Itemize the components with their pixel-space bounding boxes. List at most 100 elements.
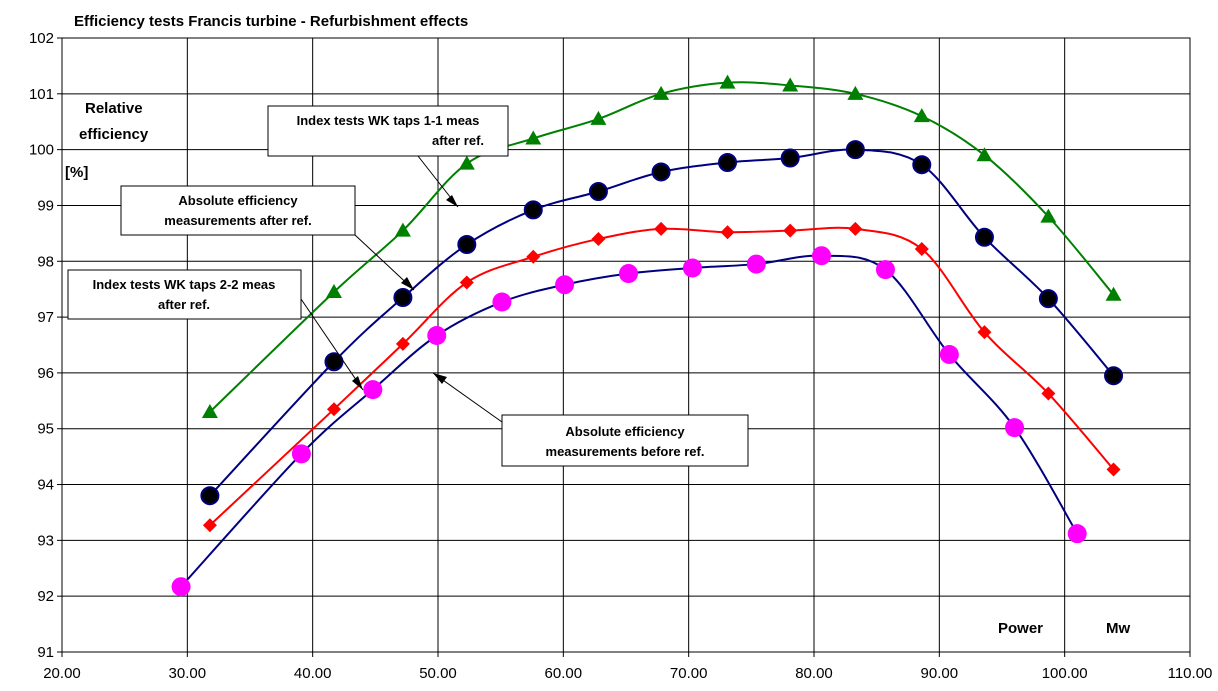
data-point [812,246,832,266]
data-point [1104,366,1124,386]
annotation-box [67,269,302,320]
data-point [427,326,447,346]
x-tick-label: 60.00 [545,665,583,682]
y-tick-label: 102 [29,30,54,47]
data-point [976,147,993,162]
series-green [201,74,1122,418]
annotation-arrowhead [433,373,447,384]
annotation-text-line-2: measurements after ref. [164,213,311,228]
data-point [654,221,669,236]
x-tick-label: 40.00 [294,665,332,682]
annotation-taps-2-2: Index tests WK taps 2-2 meas after ref. [67,269,364,391]
annotation-text-line-2: measurements before ref. [546,444,705,459]
y-tick-label: 101 [29,86,54,103]
series-red [202,221,1121,533]
annotation-text-line-1: Absolute efficiency [565,424,685,439]
chart-title: Efficiency tests Francis turbine - Refur… [74,13,468,30]
data-point [525,130,542,145]
x-tick-label: 80.00 [795,665,833,682]
data-point [619,264,639,284]
annotation-taps-1-1: Index tests WK taps 1-1 meas after ref. [267,105,509,208]
series [171,74,1124,597]
data-point [590,110,607,125]
data-point [459,275,474,290]
data-point [682,258,702,278]
data-point [1040,208,1057,223]
y-tick-label: 93 [37,532,54,549]
data-point [324,352,344,372]
data-point [394,222,411,237]
data-point [200,486,220,506]
y-tick-label: 91 [37,644,54,661]
annotation-text-line-1: Absolute efficiency [178,193,298,208]
annotation-arrow [432,372,503,423]
annotation-text-line-1: Index tests WK taps 1-1 meas [297,113,480,128]
x-axis-unit: Mw [1106,620,1130,637]
data-point [977,325,992,340]
annotation-absolute-after: Absolute efficiency measurements after r… [120,185,415,291]
data-point [1105,286,1122,301]
data-point [845,140,865,160]
data-point [1041,386,1056,401]
data-point [1005,418,1025,438]
grid [61,37,1191,653]
y-tick-label: 94 [37,477,54,494]
annotation-box [120,185,356,236]
series-navy [200,140,1124,506]
data-point [848,221,863,236]
data-point [523,200,543,220]
annotation-box [501,414,749,467]
annotation-arrow [300,298,364,391]
plot-area [61,37,1191,653]
y-tick-label: 92 [37,588,54,605]
data-point [325,283,342,298]
data-point [718,152,738,172]
y-axis-unit: [%] [65,164,88,181]
y-tick-label: 96 [37,365,54,382]
data-point [847,85,864,100]
series-magenta [171,246,1087,597]
data-point [780,148,800,168]
data-point [1067,524,1087,544]
y-axis-label: Relative efficiency [%] [65,100,149,181]
data-point [1038,289,1058,309]
annotation-text-line-2: after ref. [432,133,484,148]
data-point [457,235,477,255]
y-tick-label: 95 [37,421,54,438]
y-axis-label-line-2: efficiency [79,126,149,143]
y-tick-label: 97 [37,309,54,326]
data-point [458,155,475,170]
data-point [171,577,191,597]
data-point [393,288,413,308]
x-tick-label: 90.00 [921,665,959,682]
x-tick-label: 70.00 [670,665,708,682]
data-point [914,241,929,256]
data-point [363,380,383,400]
y-tick-label: 99 [37,197,54,214]
annotation-text-line-1: Index tests WK taps 2-2 meas [93,277,276,292]
axes: 91 92 93 94 95 96 97 98 99 100 101 102 20.00 30.00 40.… [29,30,1212,682]
y-tick-label: 98 [37,253,54,270]
series-line [209,226,1115,527]
annotation-absolute-before: Absolute efficiency measurements before … [432,372,749,467]
annotation-box [267,105,509,157]
data-point [719,74,736,89]
x-tick-label: 100.00 [1042,665,1088,682]
annotation-arrowhead [352,376,363,390]
data-point [720,225,735,240]
data-point [783,223,798,238]
data-point [746,254,766,274]
data-point [526,249,541,264]
annotation-arrowhead [401,277,414,290]
data-point [974,227,994,247]
data-point [1106,462,1121,477]
data-point [651,162,671,182]
data-point [395,336,410,351]
data-point [913,108,930,123]
data-point [875,260,895,280]
x-tick-label: 50.00 [419,665,457,682]
annotations: Index tests WK taps 1-1 meas after ref. … [67,105,749,467]
y-tick-label: 100 [29,142,54,159]
data-point [653,85,670,100]
